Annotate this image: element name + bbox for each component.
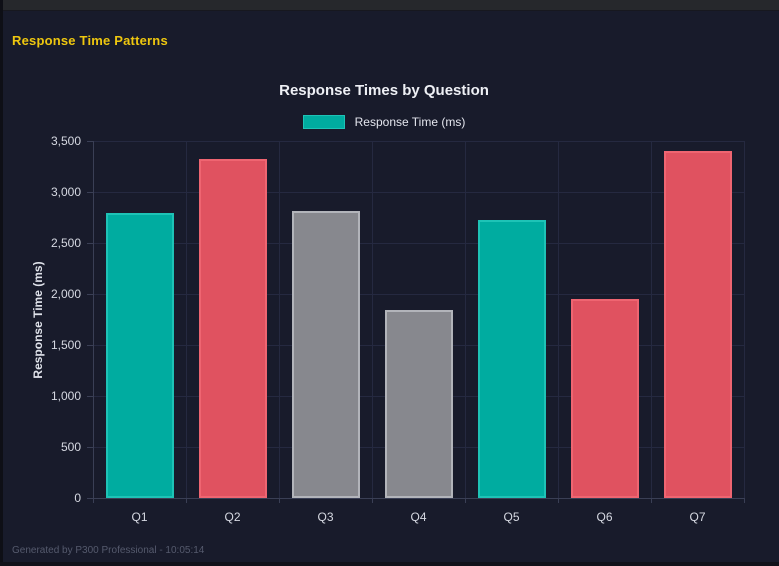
x-gridline [278,141,280,498]
y-tick-label: 2,500 [50,236,81,250]
y-tick-label: 1,000 [50,389,81,403]
y-tick-mark [87,191,93,193]
footer-text: Generated by P300 Professional - 10:05:1… [12,545,205,556]
chart-header: Response Times by Question [0,82,768,100]
bar-q7[interactable] [663,151,732,498]
page-title: Response Time Patterns [12,33,168,48]
plot-area: 0 500 1,000 1,500 2,000 2,500 3,000 3,500 Q1 Q2 Q3… [51,134,745,524]
x-tick-label-q7: Q7 [689,510,706,524]
window-top-strip [0,0,779,11]
x-tick-mark [743,498,745,503]
bar-q4[interactable] [384,310,453,498]
y-tick-mark [87,446,93,448]
x-tick-label-q5: Q5 [503,510,520,524]
y-tick-mark [87,242,93,244]
x-gridline [743,141,745,498]
x-gridline [371,141,373,498]
x-tick-label-q4: Q4 [410,510,427,524]
x-tick-mark [650,498,652,503]
y-tick-mark [87,140,93,142]
x-tick-label-q1: Q1 [131,510,148,524]
legend-label: Response Time (ms) [354,115,466,129]
y-tick-label: 2,000 [50,287,81,301]
x-gridline [650,141,652,498]
x-tick-mark [371,498,373,503]
bar-q3[interactable] [291,211,360,498]
window-bottom-edge [0,562,779,566]
x-tick-label-q6: Q6 [596,510,613,524]
x-tick-mark [185,498,187,503]
y-tick-mark [87,344,93,346]
chart-title: Response Times by Question [279,82,489,99]
window-left-edge [0,0,3,566]
y-tick-label: 0 [74,491,81,505]
legend-swatch [302,115,345,129]
x-tick-label-q2: Q2 [224,510,241,524]
bar-q2[interactable] [198,159,267,498]
y-tick-label: 3,000 [50,185,81,199]
y-tick-label: 1,500 [50,338,81,352]
bar-q6[interactable] [570,299,639,498]
y-gridline [93,293,744,295]
y-tick-label: 3,500 [50,134,81,148]
x-gridline [92,141,94,498]
chart-legend[interactable]: Response Time (ms) [0,115,768,129]
y-axis-title: Response Time (ms) [31,261,45,379]
x-tick-mark [557,498,559,503]
x-gridline [185,141,187,498]
x-tick-mark [92,498,94,503]
y-tick-mark [87,293,93,295]
x-tick-mark [464,498,466,503]
x-tick-label-q3: Q3 [317,510,334,524]
y-tick-mark [87,395,93,397]
y-gridline [93,242,744,244]
bar-q5[interactable] [477,220,546,498]
y-tick-label: 500 [60,440,81,454]
x-tick-mark [278,498,280,503]
y-gridline [93,191,744,193]
x-gridline [464,141,466,498]
y-gridline [93,140,744,142]
bar-q1[interactable] [105,213,174,498]
y-tick-mark [87,497,93,499]
y-gridline [93,497,744,499]
x-gridline [557,141,559,498]
